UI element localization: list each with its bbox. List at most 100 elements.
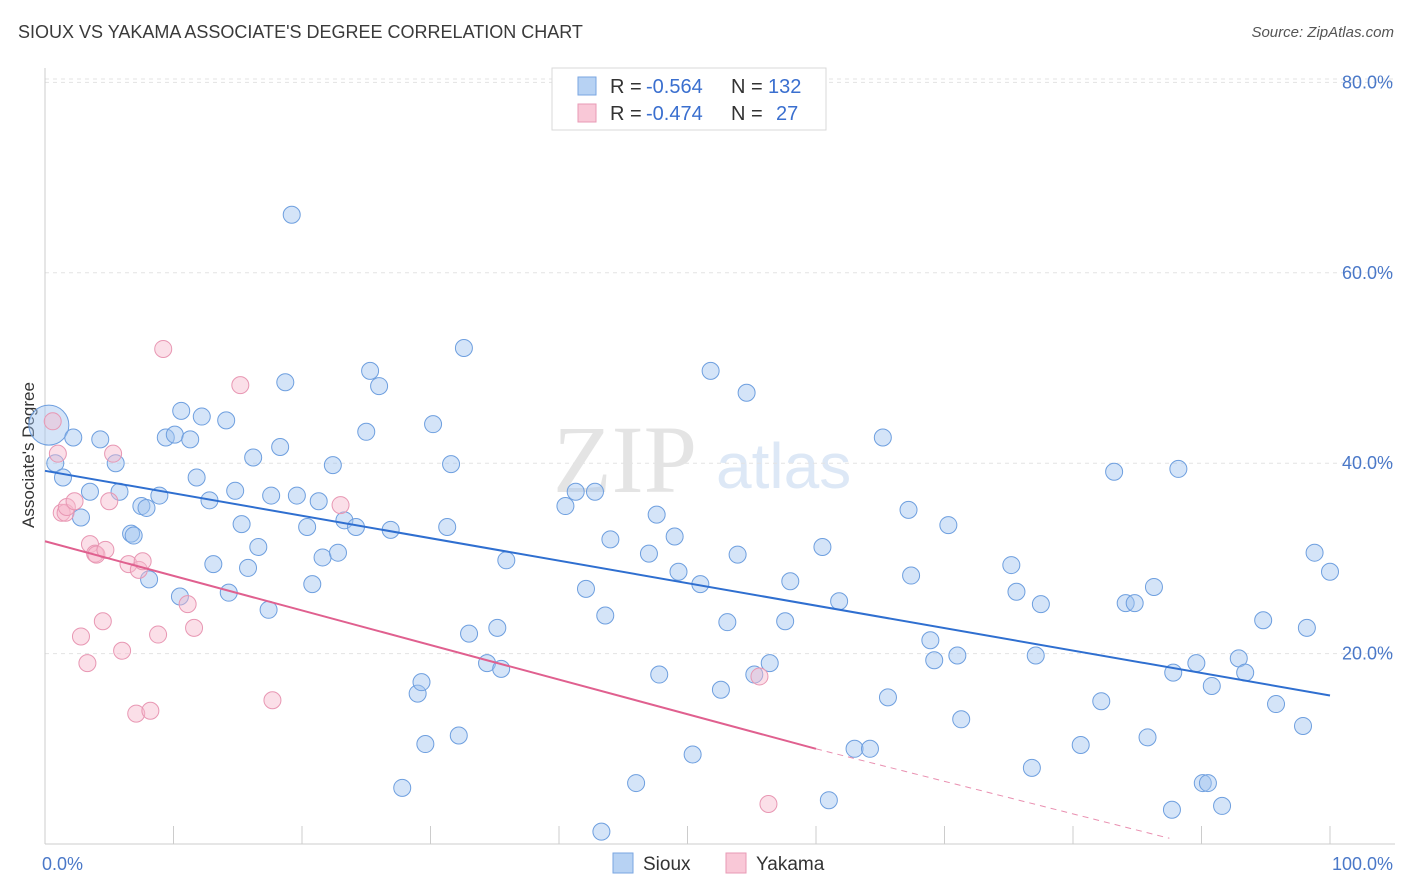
- bottom-legend-swatch-sioux: [612, 852, 634, 874]
- legend-n-value-yakama: 27: [776, 103, 798, 125]
- point-yakama-7: [78, 654, 97, 673]
- point-yakama-24: [185, 618, 204, 637]
- y-tick-labels: 20.0% 40.0% 60.0% 80.0%: [1342, 72, 1393, 663]
- point-sioux-19: [181, 430, 200, 449]
- point-sioux-94: [899, 500, 918, 519]
- y-tick-label-40: 40.0%: [1342, 453, 1393, 473]
- x-tick-label-right: 100.0%: [1332, 854, 1393, 874]
- point-sioux-57: [454, 339, 473, 358]
- point-yakama-25: [231, 376, 250, 395]
- trend-line-yakama: [44, 540, 817, 750]
- point-sioux-27: [232, 515, 251, 534]
- point-sioux-90: [845, 739, 864, 758]
- point-sioux-30: [249, 537, 268, 556]
- point-sioux-104: [1026, 646, 1045, 665]
- chart-title: SIOUX VS YAKAMA ASSOCIATE'S DEGREE CORRE…: [18, 22, 583, 42]
- point-sioux-76: [683, 745, 702, 764]
- point-sioux-106: [1071, 735, 1090, 754]
- point-sioux-119: [1202, 676, 1221, 695]
- point-sioux-122: [1236, 663, 1255, 682]
- y-tick-label-60: 60.0%: [1342, 263, 1393, 283]
- point-yakama-1: [48, 444, 67, 463]
- bottom-legend-swatch-yakama: [725, 852, 747, 874]
- legend-n-label-sioux: N =: [731, 76, 763, 98]
- point-sioux-116: [1187, 654, 1206, 673]
- point-sioux-28: [239, 558, 258, 577]
- point-sioux-52: [416, 735, 435, 754]
- point-sioux-102: [1007, 582, 1026, 601]
- point-sioux-12: [137, 498, 156, 517]
- point-sioux-10: [124, 526, 143, 545]
- point-sioux-36: [287, 486, 306, 505]
- point-sioux-17: [170, 587, 189, 606]
- legend-n-label-yakama: N =: [731, 103, 763, 125]
- trend-lines: [44, 469, 1331, 839]
- point-sioux-20: [187, 468, 206, 487]
- point-sioux-42: [328, 543, 347, 562]
- source-label: Source: ZipAtlas.com: [1251, 24, 1394, 41]
- point-sioux-62: [497, 551, 516, 570]
- point-sioux-67: [592, 822, 611, 841]
- point-sioux-9: [122, 524, 141, 543]
- point-yakama-22: [154, 339, 173, 358]
- point-sioux-63: [556, 497, 575, 516]
- point-sioux-74: [665, 527, 684, 546]
- point-sioux-50: [408, 684, 427, 703]
- point-sioux-18: [172, 401, 191, 420]
- point-yakama-0: [43, 412, 62, 431]
- point-sioux-70: [627, 774, 646, 793]
- point-sioux-65: [576, 579, 595, 598]
- y-axis-label: Associate's Degree: [19, 382, 38, 528]
- point-sioux-89: [830, 592, 849, 611]
- point-sioux-47: [370, 377, 389, 396]
- point-sioux-105: [1031, 595, 1050, 614]
- point-sioux-78: [701, 361, 720, 380]
- point-sioux-95: [902, 566, 921, 585]
- point-sioux-108: [1105, 462, 1124, 481]
- point-yakama-21: [149, 625, 168, 644]
- point-sioux-24: [217, 411, 236, 430]
- point-yakama-9: [86, 544, 105, 563]
- legend-r-value-yakama: -0.474: [646, 103, 703, 125]
- x-tick-label-left: 0.0%: [42, 854, 83, 874]
- point-sioux-97: [925, 651, 944, 670]
- point-sioux-117: [1193, 774, 1212, 793]
- point-sioux-126: [1297, 618, 1316, 637]
- x-tick-labels: 0.0% 100.0%: [42, 854, 1393, 874]
- point-yakama-26: [263, 691, 282, 710]
- point-yakama-6: [71, 627, 90, 646]
- point-sioux-66: [585, 482, 604, 501]
- point-sioux-40: [313, 548, 332, 567]
- trend-line-sioux: [44, 469, 1331, 697]
- point-sioux-125: [1294, 716, 1313, 735]
- point-yakama-23: [178, 595, 197, 614]
- point-yakama-13: [100, 492, 119, 511]
- point-yakama-28: [750, 667, 769, 686]
- point-sioux-23: [204, 555, 223, 574]
- point-sioux-81: [728, 545, 747, 564]
- point-sioux-103: [1022, 758, 1041, 777]
- point-sioux-118: [1198, 774, 1217, 793]
- point-sioux-107: [1092, 692, 1111, 711]
- point-sioux-84: [760, 654, 779, 673]
- point-sioux-96: [921, 631, 940, 650]
- point-sioux-112: [1144, 577, 1163, 596]
- point-sioux-123: [1254, 611, 1273, 630]
- point-sioux-34: [276, 373, 295, 392]
- point-sioux-88: [819, 791, 838, 810]
- point-yakama-20: [141, 701, 160, 720]
- point-sioux-68: [596, 606, 615, 625]
- legend-r-label-sioux: R =: [610, 76, 642, 98]
- point-sioux-38: [303, 575, 322, 594]
- point-yakama-5: [65, 492, 84, 511]
- point-sioux-72: [647, 505, 666, 524]
- point-sioux-56: [449, 726, 468, 745]
- point-sioux-100: [952, 710, 971, 729]
- point-sioux-37: [298, 517, 317, 536]
- bottom-legend-label-sioux: Sioux: [643, 854, 691, 875]
- point-sioux-46: [361, 361, 380, 380]
- point-sioux-115: [1169, 459, 1188, 478]
- point-sioux-69: [601, 530, 620, 549]
- point-sioux-16: [165, 425, 184, 444]
- point-sioux-120: [1213, 796, 1232, 815]
